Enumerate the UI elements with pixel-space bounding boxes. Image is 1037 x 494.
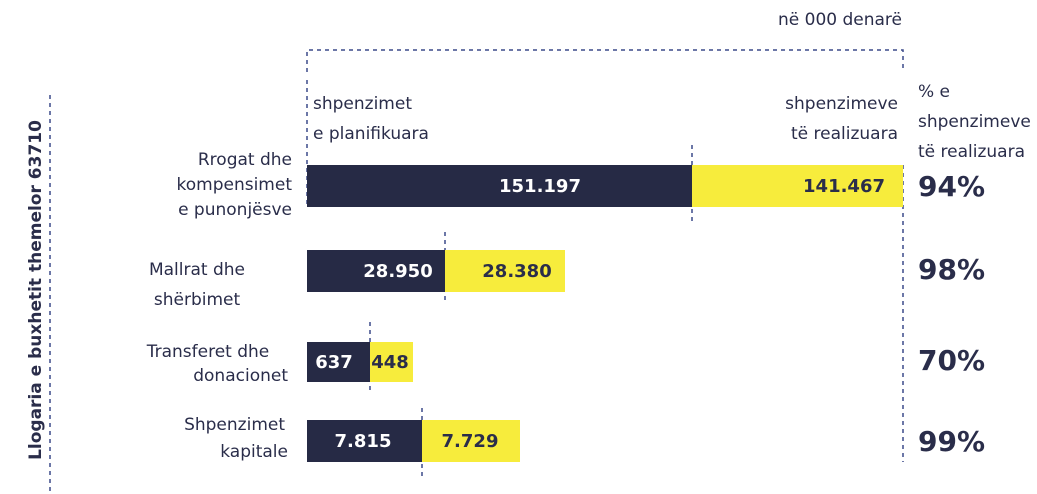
- bar-realized: [692, 165, 903, 207]
- value-label: 637: [315, 352, 353, 373]
- header: shpenzimeve: [785, 94, 898, 114]
- bar-planned: [307, 420, 422, 462]
- unit-note: në 000 denarë: [778, 10, 902, 30]
- bar-realized: [445, 250, 565, 292]
- row-label: Transferet dhe: [146, 342, 270, 362]
- bar-planned: [307, 165, 692, 207]
- row-label: kompensimet: [177, 175, 293, 195]
- row-label: Mallrat dhe: [149, 260, 245, 280]
- percent: 98%: [918, 253, 985, 286]
- row-label: donacionet: [193, 366, 288, 386]
- header: të realizuara: [791, 124, 898, 144]
- header: e planifikuara: [313, 124, 429, 144]
- value-label: 448: [371, 352, 409, 373]
- header: të realizuara: [918, 142, 1025, 162]
- value-label: 28.380: [482, 261, 551, 282]
- percent: 99%: [918, 425, 985, 458]
- row-label: kapitale: [220, 442, 288, 462]
- axis-label: Llogaria e buxhetit themelor 63710: [26, 120, 46, 460]
- value-label: 151.197: [499, 176, 581, 197]
- value-label: 7.729: [442, 431, 499, 452]
- header: % e: [918, 82, 950, 102]
- percent: 70%: [918, 344, 985, 377]
- header: shpenzimet: [313, 94, 412, 114]
- row-label: shërbimet: [154, 290, 241, 310]
- value-label: 28.950: [363, 261, 432, 282]
- bar-realized: [422, 420, 520, 462]
- row-label: Shpenzimet: [184, 415, 285, 435]
- row-label: e punonjësve: [178, 200, 292, 220]
- bracket: [306, 49, 904, 72]
- bar-planned: [307, 342, 370, 382]
- row-label: Rrogat dhe: [198, 150, 292, 170]
- value-label: 141.467: [803, 176, 885, 197]
- bar-planned: [307, 250, 445, 292]
- value-label: 7.815: [335, 431, 392, 452]
- header: shpenzimeve: [918, 112, 1031, 132]
- percent: 94%: [918, 170, 985, 203]
- bar-realized: [370, 342, 413, 382]
